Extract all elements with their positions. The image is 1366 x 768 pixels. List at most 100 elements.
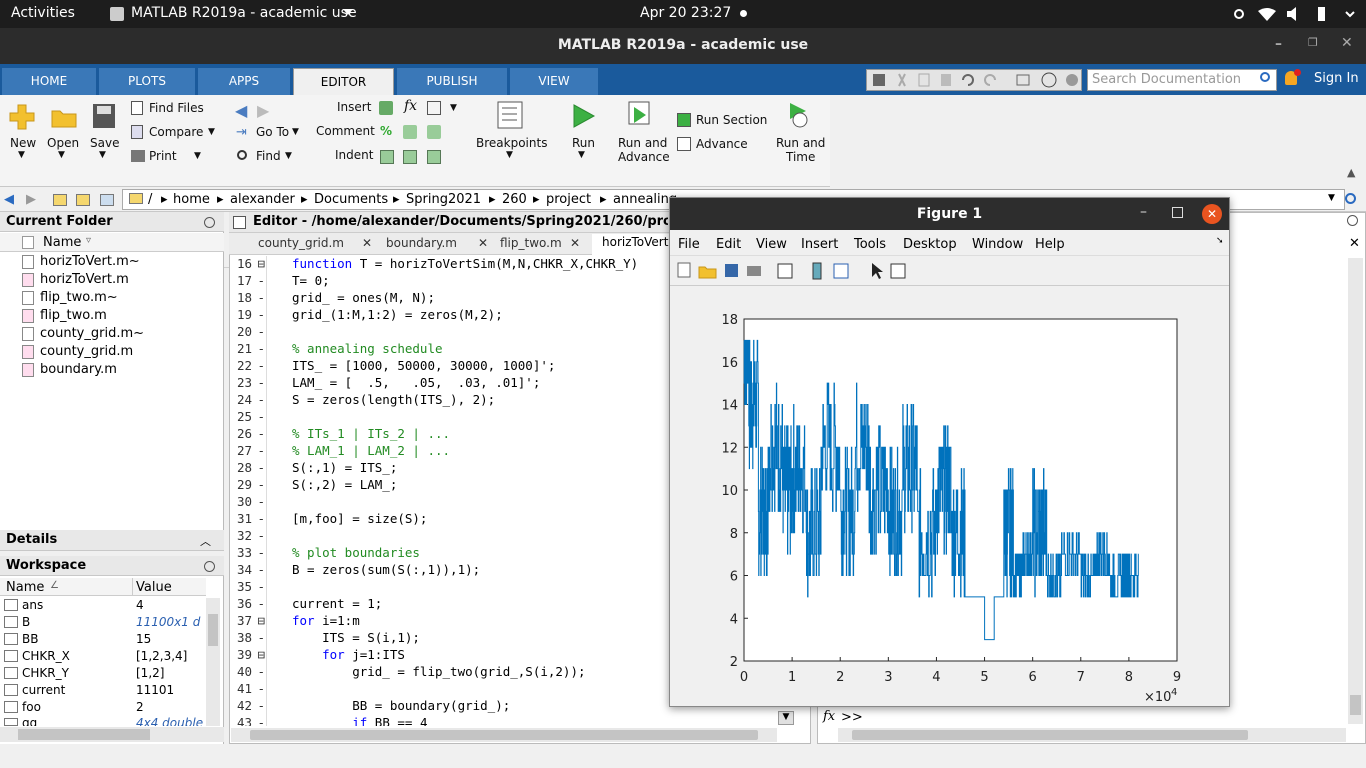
code-line[interactable]: for j=1:ITS [322,647,405,662]
fold-icon[interactable]: ⊟ [257,647,265,662]
restore-icon[interactable]: ❐ [1308,36,1318,49]
editor-split-dropdown-icon[interactable]: ▼ [778,711,794,725]
ws-var-value[interactable]: 11101 [136,683,175,697]
editor-tab-flip-two[interactable]: flip_two.m [500,236,562,250]
code-line[interactable]: grid_ = flip_two(grid_,S(i,2)); [292,664,586,679]
ws-var-value[interactable]: 15 [136,632,152,646]
menu-tools[interactable]: Tools [854,237,887,252]
figure-close-icon[interactable]: ✕ [1202,204,1222,224]
figure-window[interactable]: Figure 1 – ✕ File Edit View Insert Tools… [669,197,1230,707]
crumb-home[interactable]: home [173,192,210,207]
ws-var-value[interactable]: 4x4 double [136,716,204,726]
tab-plots[interactable]: PLOTS [99,68,195,95]
breakpoint-marker[interactable]: - [257,596,265,611]
tab-apps[interactable]: APPS [198,68,290,95]
new-dropdown-icon[interactable]: ▼ [18,150,25,160]
run-and-advance-label-2[interactable]: Advance [618,150,670,164]
code-line[interactable]: grid_(1:M,1:2) = zeros(M,2); [292,307,503,322]
print-dropdown-icon[interactable]: ▼ [194,151,201,161]
breakpoint-marker[interactable]: - [257,562,265,577]
code-line[interactable]: LAM_ = [ .5, .05, .03, .01]'; [292,375,541,390]
search-documentation-input[interactable]: Search Documentation [1087,69,1277,91]
crumb-documents[interactable]: Documents [314,192,389,207]
save-button[interactable]: Save [90,136,120,150]
ws-var-name[interactable]: B [22,615,31,629]
find-files-button[interactable]: Find Files [149,101,204,115]
code-line[interactable]: [m,foo] = size(S); [292,511,428,526]
save-dropdown-icon[interactable]: ▼ [99,150,106,160]
menu-edit[interactable]: Edit [716,237,742,252]
code-line[interactable]: grid_ = ones(M, N); [292,290,435,305]
ws-var-value[interactable]: 4 [136,598,144,612]
ws-var-name[interactable]: gg [22,716,38,726]
open-button[interactable]: Open [47,136,80,150]
breakpoints-dropdown-icon[interactable]: ▼ [506,150,513,160]
path-tool-icon[interactable] [100,194,114,206]
menu-help[interactable]: Help [1035,237,1065,252]
comment-icon[interactable]: % [380,124,393,138]
breakpoint-marker[interactable]: - [257,307,265,322]
workspace-actions-icon[interactable] [204,561,215,572]
breakpoint-marker[interactable]: - [257,630,265,645]
command-scroll-thumb[interactable] [1350,695,1361,715]
editor-tab-county-grid[interactable]: county_grid.m [258,236,344,250]
fold-icon[interactable]: ⊟ [257,613,265,628]
workspace-name-header[interactable]: Name [6,580,45,595]
code-line[interactable]: % plot boundaries [292,545,420,560]
figure-maximize-icon[interactable] [1172,207,1183,218]
code-line[interactable]: function T = horizToVertSim(M,N,CHKR_X,C… [292,256,639,271]
ws-var-name[interactable]: foo [22,700,41,714]
figure-minimize-icon[interactable]: – [1140,204,1147,220]
breakpoint-marker[interactable]: - [257,477,265,492]
sign-in-link[interactable]: Sign In [1314,71,1359,86]
crumb-spring2021[interactable]: Spring2021 [406,192,482,207]
code-line[interactable]: % ITs_1 | ITs_2 | ... [292,426,451,441]
breakpoint-marker[interactable]: - [257,698,265,713]
menubar-dock-icon[interactable]: ➘ [1216,236,1224,246]
code-area[interactable]: 16 ⊟ function T = horizToVertSim(M,N,CHKR_… [229,256,795,726]
code-line[interactable]: if BB == 4 [352,715,428,726]
tab-home[interactable]: HOME [2,68,96,95]
collapse-ribbon-icon[interactable]: ▲ [1347,166,1356,179]
ws-var-name[interactable]: ans [22,598,44,612]
code-line[interactable]: ITS_ = [1000, 50000, 30000, 1000]'; [292,358,556,373]
find-button[interactable]: Find [256,149,281,163]
open-dropdown-icon[interactable]: ▼ [58,150,65,160]
editor-tab-horiztovert[interactable]: horizToVert [592,234,672,255]
run-button[interactable]: Run [572,136,596,150]
ws-var-value[interactable]: [1,2] [136,666,165,680]
clock[interactable]: Apr 20 23:27 [640,5,732,21]
ws-var-name[interactable]: current [22,683,66,697]
workspace-hscroll-thumb[interactable] [18,729,150,740]
up-folder-icon[interactable] [53,194,67,206]
breakpoint-marker[interactable]: - [257,426,265,441]
advance-button[interactable]: Advance [696,137,748,151]
search-folder-icon[interactable] [1345,193,1356,204]
crumb-260[interactable]: 260 [502,192,527,207]
list-item[interactable]: county_grid.m [40,344,134,359]
code-line[interactable]: ITS = S(i,1); [292,630,420,645]
tab-publish[interactable]: PUBLISH [397,68,507,95]
go-to-button[interactable]: Go To [256,125,290,139]
code-line[interactable]: S(:,1) = ITS_; [292,460,398,475]
breakpoint-marker[interactable]: - [257,545,265,560]
close-tab-icon[interactable]: ✕ [570,236,581,250]
command-close-icon[interactable]: ✕ [1349,236,1360,251]
current-folder-actions-icon[interactable] [204,217,215,228]
breakpoint-marker[interactable]: - [257,494,265,509]
breakpoint-marker[interactable]: - [257,392,265,407]
uncomment-icon[interactable] [403,125,417,139]
breakpoint-marker[interactable]: - [257,664,265,679]
breakpoint-marker[interactable]: - [257,375,265,390]
compare-button[interactable]: Compare [149,125,204,139]
command-vscrollbar[interactable] [1348,258,1363,724]
ws-var-name[interactable]: CHKR_X [22,649,70,663]
code-line[interactable]: % annealing schedule [292,341,443,356]
workspace-value-header[interactable]: Value [136,580,172,595]
crumb-root[interactable]: / [148,192,153,207]
close-icon[interactable]: ✕ [1341,35,1353,51]
close-tab-icon[interactable]: ✕ [362,236,373,250]
activities-button[interactable]: Activities [11,5,75,21]
run-and-advance-label-1[interactable]: Run and [618,136,668,150]
